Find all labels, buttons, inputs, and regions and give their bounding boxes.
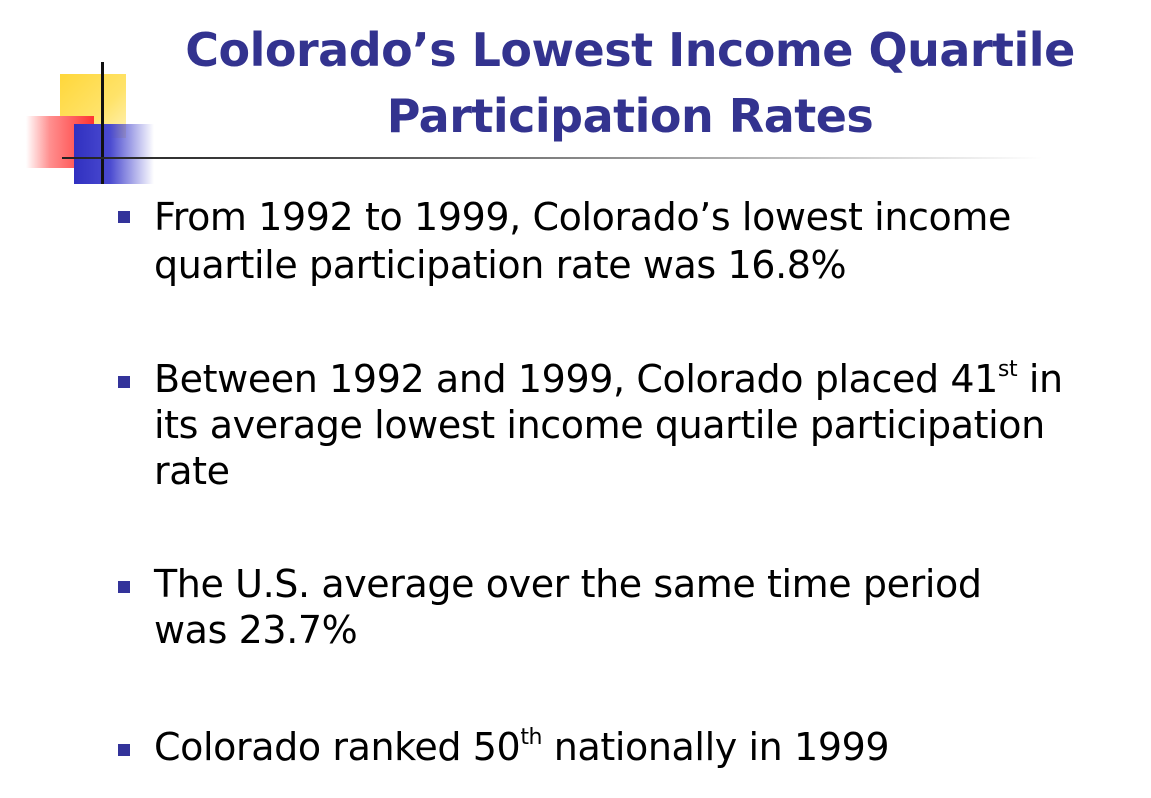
bullet-1-line-2: quartile participation rate was 16.8% bbox=[154, 243, 847, 287]
slide-title-line-2: Participation Rates bbox=[386, 89, 874, 143]
slide-title-line-1: Colorado’s Lowest Income Quartile bbox=[185, 23, 1075, 77]
bullet-square-icon bbox=[118, 211, 130, 223]
title-underline bbox=[62, 157, 1042, 159]
bullet-2-line-1-text: Between 1992 and 1999, Colorado placed 4… bbox=[154, 357, 998, 401]
bullet-2-line-1-tail: in bbox=[1017, 357, 1063, 401]
bullet-2-line-1: Between 1992 and 1999, Colorado placed 4… bbox=[154, 356, 1063, 402]
logo-blue-square bbox=[74, 124, 154, 184]
bullet-square-icon bbox=[118, 744, 130, 756]
bullet-3-line-1: The U.S. average over the same time peri… bbox=[154, 562, 982, 606]
bullet-4-line-1: Colorado ranked 50th nationally in 1999 bbox=[154, 724, 890, 770]
bullet-4-line-1-tail: nationally in 1999 bbox=[542, 725, 890, 769]
bullet-2-line-2: its average lowest income quartile parti… bbox=[154, 403, 1045, 447]
bullet-square-icon bbox=[118, 581, 130, 593]
bullet-1-line-1: From 1992 to 1999, Colorado’s lowest inc… bbox=[154, 195, 1011, 239]
bullet-2-line-3: rate bbox=[154, 449, 230, 493]
bullet-3-line-2: was 23.7% bbox=[154, 608, 358, 652]
bullet-2-ordinal-suffix: st bbox=[997, 357, 1018, 383]
bullet-4-line-1-text: Colorado ranked 50 bbox=[154, 725, 521, 769]
logo-vertical-line bbox=[101, 62, 104, 184]
bullet-square-icon bbox=[118, 376, 130, 388]
bullet-4-ordinal-suffix: th bbox=[520, 725, 543, 751]
slide-logo-decoration bbox=[0, 0, 170, 200]
